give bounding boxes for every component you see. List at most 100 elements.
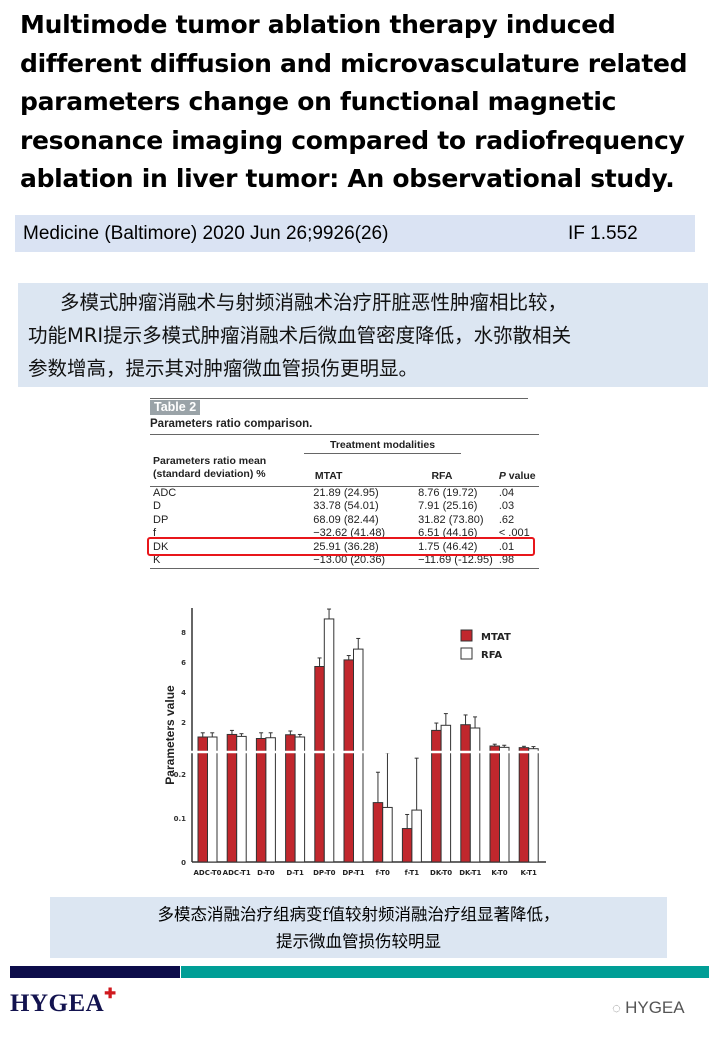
col-p: P value xyxy=(498,470,536,482)
table-cell: −13.00 (20.36) xyxy=(313,554,386,566)
title-line: parameters change on functional magnetic xyxy=(20,87,617,116)
bar-rfa xyxy=(265,737,276,863)
bar-mtat xyxy=(518,747,530,863)
summary-line: 功能MRI提示多模式肿瘤消融术后微血管密度降低，水弥散相关 xyxy=(28,324,572,347)
col-rfa: RFA xyxy=(431,470,453,482)
group-header: Treatment modalities xyxy=(304,439,462,454)
tick-label: 2 xyxy=(181,719,186,727)
bar-rfa xyxy=(236,735,247,863)
table-cell: 1.75 (46.42) xyxy=(418,540,478,553)
bar-rfa xyxy=(411,809,422,863)
table-cell: .01 xyxy=(498,540,515,553)
x-tick-label: K-T1 xyxy=(521,869,537,877)
x-tick-label: f-T0 xyxy=(375,869,390,877)
legend-label: RFA xyxy=(481,650,502,661)
cross-icon: ✚ xyxy=(104,987,117,1002)
tick-label: 0 xyxy=(181,859,186,867)
table-cell: −32.62 (41.48) xyxy=(313,527,386,539)
bar-mtat xyxy=(401,828,413,863)
journal-citation: Medicine (Baltimore) 2020 Jun 26;9926(26… xyxy=(23,223,389,244)
hygea-logo: HYGEA✚ xyxy=(10,987,117,1017)
bar-mtat xyxy=(343,659,354,863)
x-tick-label: ADC-T0 xyxy=(193,869,221,877)
bar-mtat xyxy=(431,729,442,863)
bar-rfa xyxy=(440,724,452,863)
table-cell: .04 xyxy=(498,486,515,499)
bar-chart: 0 0.1 0.2 2 4 6 8 Parameters value ADC-T0 ADC-T1 D… xyxy=(163,608,546,877)
table-cell: 25.91 (36.28) xyxy=(313,540,379,553)
table-cell: f xyxy=(153,527,157,539)
table-cell: K xyxy=(153,554,161,566)
table-cell: 8.76 (19.72) xyxy=(418,486,478,499)
table-cell: DK xyxy=(153,540,169,553)
tick-label: 0.1 xyxy=(174,815,187,823)
table-cell: DP xyxy=(153,513,169,526)
bar-mtat xyxy=(197,736,208,863)
table-cell: 68.09 (82.44) xyxy=(313,513,379,526)
bar-rfa xyxy=(528,748,539,863)
summary-box: 多模式肿瘤消融术与射频消融术治疗肝脏恶性肿瘤相比较， 功能MRI提示多模式肿瘤消… xyxy=(18,283,708,387)
title-line: different diffusion and microvasculature… xyxy=(20,48,688,78)
table-row: f −32.62 (41.48) 6.51 (44.16) < .001 xyxy=(150,527,539,541)
title-line: ablation in liver tumor: An observationa… xyxy=(20,164,675,193)
bar-rfa xyxy=(207,736,218,863)
table-caption: Parameters ratio comparison. xyxy=(150,418,313,430)
x-tick-label: DK-T1 xyxy=(459,869,481,877)
table-cell: ADC xyxy=(153,486,177,499)
note-box: 多模态消融治疗组病变f值较射频消融治疗组显著降低， 提示微血管损伤较明显 xyxy=(50,897,667,958)
note-line: 多模态消融治疗组病变f值较射频消融治疗组显著降低， xyxy=(157,905,560,924)
table-tag: Table 2 xyxy=(150,400,201,415)
legend-swatch xyxy=(460,647,473,660)
bar-mtat xyxy=(372,802,384,863)
table-cell: < .001 xyxy=(498,527,530,539)
row-header: (standard deviation) % xyxy=(153,468,266,480)
footer-bar-navy xyxy=(10,966,180,978)
bar-rfa xyxy=(469,727,481,863)
bar-mtat xyxy=(285,734,296,863)
table-row: D 33.78 (54.01) 7.91 (25.16) .03 xyxy=(150,500,539,514)
tick-label: 6 xyxy=(181,659,186,667)
title-line: resonance imaging compared to radiofrequ… xyxy=(20,125,685,155)
summary-line: 参数增高，提示其对肿瘤微血管损伤更明显。 xyxy=(28,357,419,380)
bar-mtat xyxy=(314,666,325,863)
wechat-icon: ◌ xyxy=(612,1000,626,1017)
article-title: Multimode tumor ablation therapy induced… xyxy=(20,6,710,199)
table-cell: −11.69 (-12.95) xyxy=(418,554,493,566)
table-cell: 33.78 (54.01) xyxy=(313,500,379,512)
x-tick-label: D-T0 xyxy=(257,869,275,877)
bar-mtat xyxy=(226,733,238,863)
impact-factor: IF 1.552 xyxy=(568,223,638,244)
table-cell: D xyxy=(153,500,161,512)
table-row: K −13.00 (20.36) −11.69 (-12.95) .98 xyxy=(150,554,539,568)
bar-rfa xyxy=(382,806,393,863)
tick-label: 0.2 xyxy=(174,771,187,779)
highlight-box xyxy=(147,537,535,556)
bar-rfa xyxy=(294,736,306,863)
x-tick-label: ADC-T1 xyxy=(223,869,251,877)
bar-mtat xyxy=(489,745,500,863)
citation-bar: Medicine (Baltimore) 2020 Jun 26;9926(26… xyxy=(15,215,695,252)
table-cell: .98 xyxy=(498,554,515,566)
table-row: DK 25.91 (36.28) 1.75 (46.42) .01 xyxy=(150,541,539,555)
bar-mtat xyxy=(460,724,471,863)
tick-label: 8 xyxy=(181,629,186,637)
bar-rfa xyxy=(499,746,510,863)
x-tick-label: DP-T1 xyxy=(342,869,364,877)
table-row: ADC 21.89 (24.95) 8.76 (19.72) .04 xyxy=(150,486,539,500)
title-line: Multimode tumor ablation therapy induced xyxy=(20,10,616,39)
bar-rfa xyxy=(323,618,335,863)
legend-label: MTAT xyxy=(481,632,511,643)
x-tick-label: f-T1 xyxy=(405,869,420,877)
summary-line: 多模式肿瘤消融术与射频消融术治疗肝脏恶性肿瘤相比较， xyxy=(60,291,568,314)
results-table: Table 2 Parameters ratio comparison. Tre… xyxy=(150,398,539,569)
table-row: DP 68.09 (82.44) 31.82 (73.80) .62 xyxy=(150,514,539,528)
y-axis-label: Parameters value xyxy=(163,685,177,785)
x-tick-label: DP-T0 xyxy=(313,869,335,877)
bar-mtat xyxy=(255,738,267,863)
row-header: Parameters ratio mean xyxy=(153,454,267,467)
table-cell: 31.82 (73.80) xyxy=(418,513,484,526)
table-cell: 7.91 (25.16) xyxy=(418,500,478,512)
note-line: 提示微血管损伤较明显 xyxy=(276,932,441,951)
x-tick-label: K-T0 xyxy=(491,869,507,877)
x-tick-label: DK-T0 xyxy=(430,869,452,877)
